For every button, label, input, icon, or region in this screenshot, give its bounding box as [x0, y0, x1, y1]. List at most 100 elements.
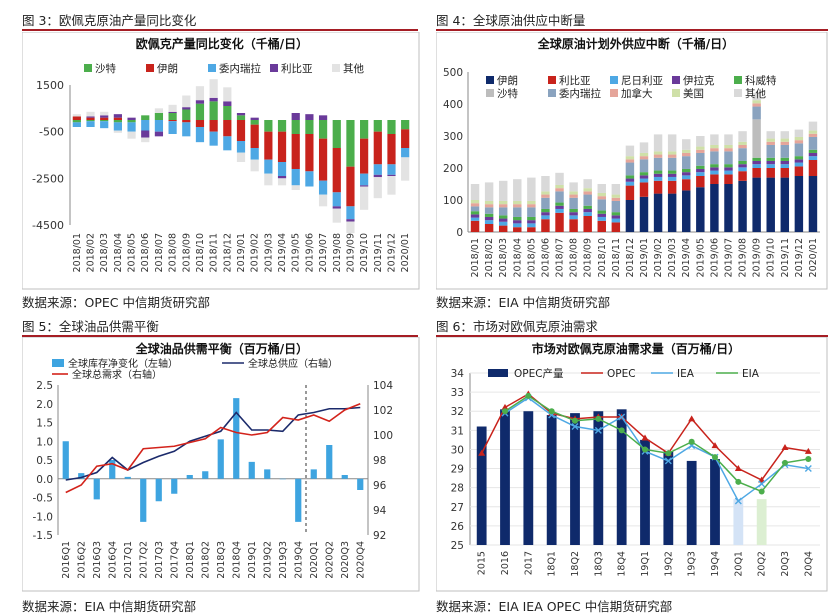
x-tick-label: 2019Q2 [262, 541, 273, 579]
bar-segment [182, 95, 191, 108]
bar-segment [555, 202, 564, 206]
bar-segment [780, 131, 790, 139]
bar-segment [72, 122, 81, 127]
bar-segment [682, 168, 691, 173]
x-tick-label: 2018/07 [154, 233, 165, 272]
bar-segment [541, 215, 550, 220]
legend-swatch [270, 64, 278, 72]
data-point [642, 446, 648, 453]
bar-segment [667, 173, 677, 177]
y-tick-label: 25 [451, 540, 464, 552]
bar-segment [498, 204, 508, 208]
bar [546, 415, 557, 545]
data-point [664, 457, 672, 465]
bar-segment [738, 141, 747, 145]
bar [140, 478, 147, 522]
figure-source: 数据来源：OPEC 中信期货研究部 [22, 295, 210, 310]
legend-swatch [52, 359, 64, 367]
legend-label: 加拿大 [621, 87, 653, 100]
bar-segment [513, 204, 522, 208]
data-point [595, 415, 602, 422]
y-tick-label: 27 [451, 502, 464, 514]
bar [640, 439, 650, 545]
legend-label: 沙特 [95, 63, 116, 75]
bar-segment [667, 193, 677, 232]
bar-segment [611, 194, 621, 198]
x-tick-label: 2020Q4 [355, 541, 366, 579]
bar [78, 473, 85, 479]
bar-segment [653, 180, 663, 194]
x-tick-label: 2016Q4 [107, 541, 118, 579]
bar-segment [541, 219, 550, 232]
x-tick-label: 2016 [500, 551, 511, 575]
bar [326, 445, 333, 479]
bar-segment [667, 134, 677, 152]
x-tick-label: 2019/04 [681, 238, 692, 277]
bar-segment [484, 224, 494, 232]
bar-segment [766, 177, 775, 232]
x-tick-label: 2018/08 [569, 238, 580, 277]
bar-segment [696, 168, 705, 173]
bar-segment [86, 111, 95, 117]
x-tick-label: 2018/06 [140, 233, 151, 272]
x-tick-label: 2018/10 [597, 238, 608, 277]
y2-tick-label: 98 [373, 455, 386, 467]
bar-segment [277, 178, 287, 186]
bar-segment [611, 197, 621, 201]
bar-segment [498, 200, 508, 205]
bar-segment [498, 215, 508, 219]
bar [593, 411, 604, 545]
bar-segment [682, 179, 691, 191]
bar-segment [318, 120, 328, 139]
x-tick-label: 2019/01 [639, 238, 650, 277]
x-tick-label: 2018/01 [470, 238, 481, 277]
bar [264, 469, 271, 479]
y-tick-label: 29 [451, 464, 464, 476]
x-tick-label: 2019/10 [359, 233, 370, 272]
bar-segment [513, 227, 522, 232]
legend-swatch [610, 76, 618, 84]
bar-segment [291, 169, 300, 186]
x-tick-label: 2017Q2 [138, 541, 149, 579]
series-line [504, 395, 809, 493]
data-point [618, 427, 625, 434]
bar [62, 441, 69, 479]
chart-frame [22, 337, 420, 592]
legend-label: 伊朗 [497, 75, 518, 87]
bar-segment [527, 204, 536, 208]
data-point [572, 417, 578, 424]
bar-segment [583, 205, 592, 209]
bar-segment [277, 120, 287, 132]
data-point [804, 465, 812, 473]
bar-segment [195, 103, 205, 120]
bar-segment [752, 177, 761, 232]
y-tick-label: 26 [451, 521, 465, 533]
bar-segment [484, 216, 494, 221]
bar-segment [667, 157, 677, 171]
bar-segment [569, 197, 578, 209]
bar-segment [625, 185, 635, 200]
x-tick-label: 2019/11 [780, 238, 791, 277]
bar-segment [766, 131, 775, 139]
x-tick-label: 2018/08 [168, 233, 179, 272]
legend-label: OPEC产量 [514, 367, 564, 380]
data-point [758, 480, 766, 488]
y-tick-label: 0.0 [36, 474, 53, 486]
data-point [734, 497, 742, 505]
bar-segment [401, 148, 410, 158]
x-tick-label: 2017Q1 [123, 541, 134, 579]
bar-segment [738, 148, 747, 161]
bar-segment [597, 210, 606, 214]
bar-segment [696, 176, 705, 188]
bar-segment [541, 194, 550, 198]
bar-segment [209, 120, 218, 132]
bar [663, 451, 674, 545]
bar-segment [86, 116, 95, 118]
y-tick-label: 31 [451, 425, 464, 437]
bar-segment [794, 162, 804, 167]
bar-segment [484, 207, 494, 214]
bar-segment [332, 148, 341, 193]
chart-title: 全球原油计划外供应中断（千桶/日） [537, 36, 734, 51]
figure-source: 数据来源：EIA 中信期货研究部 [436, 295, 611, 310]
bar-segment [569, 182, 578, 192]
